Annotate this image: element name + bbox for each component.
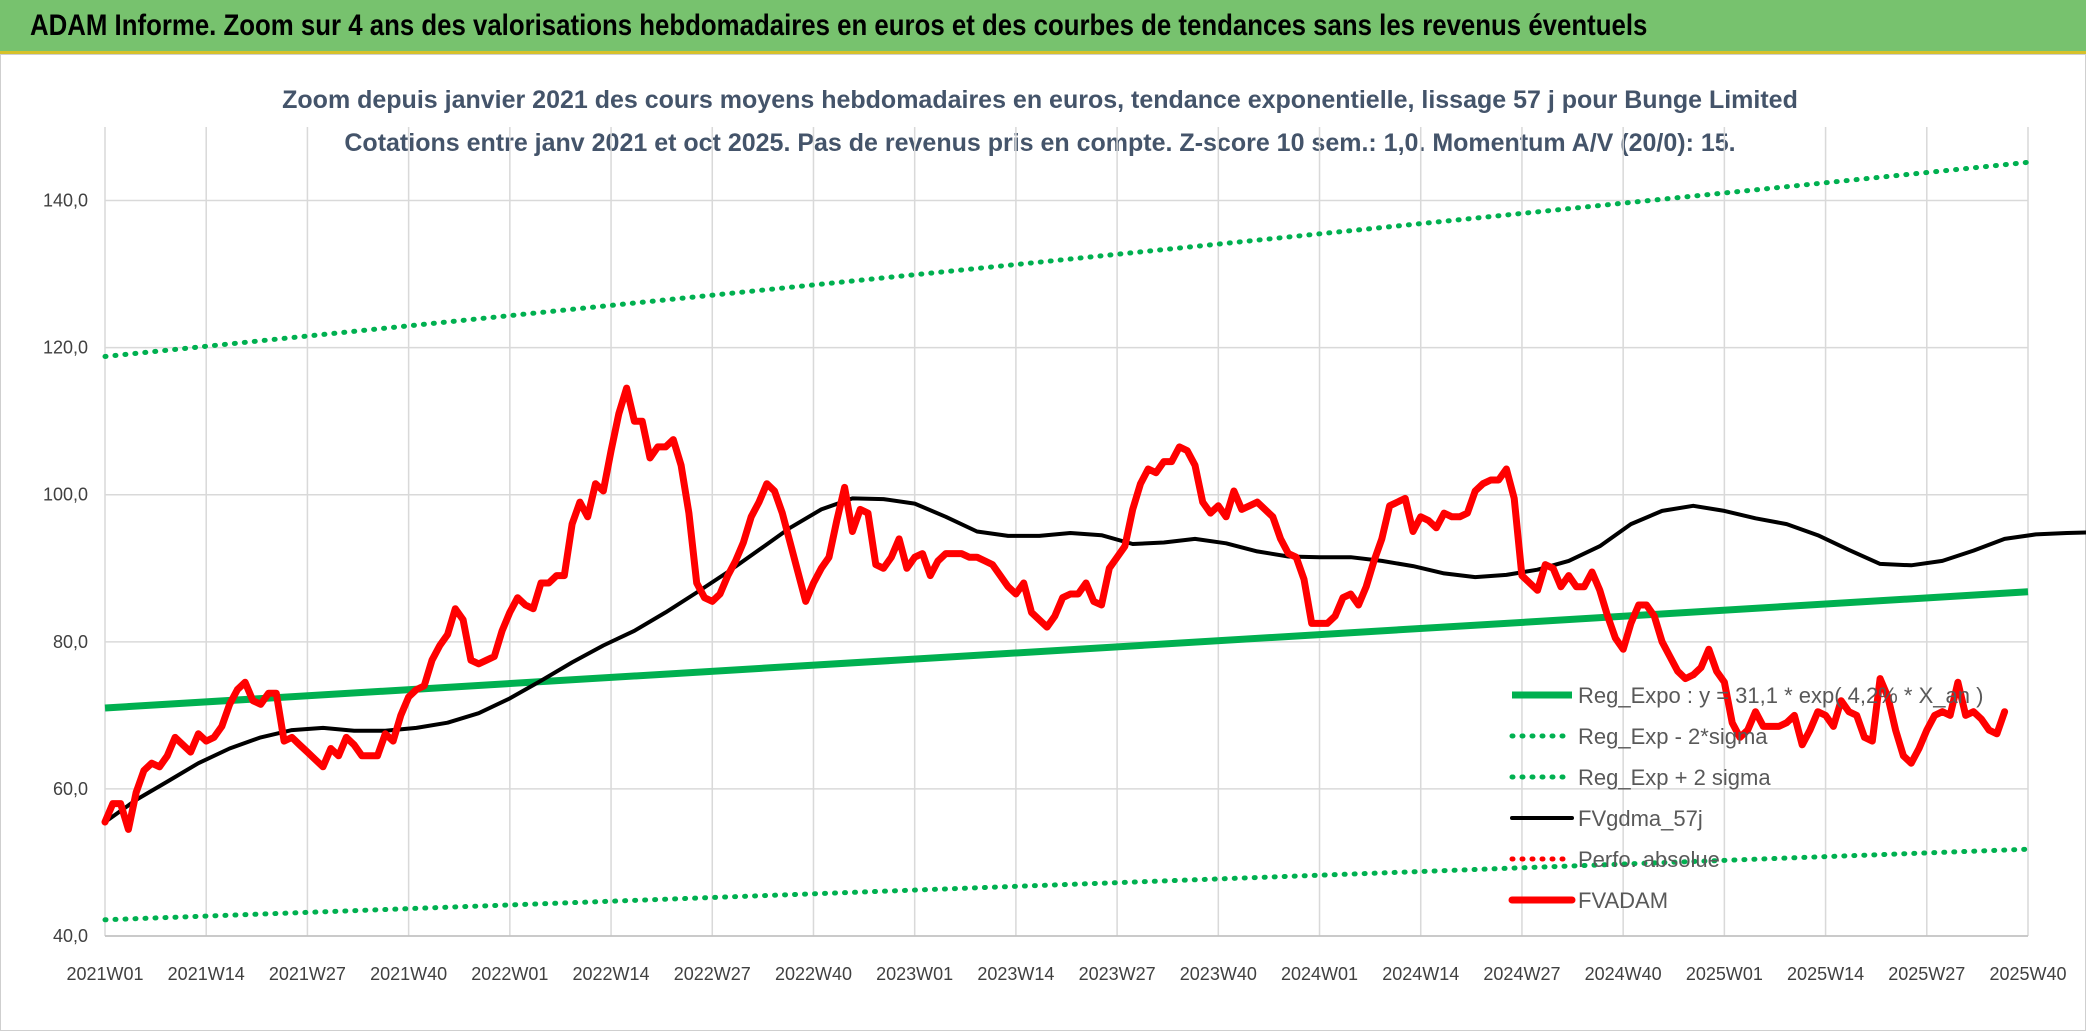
series-lines [101,159,2086,923]
y-tick-label: 140,0 [43,191,88,211]
y-tick-label: 80,0 [53,632,88,652]
gridlines [104,127,2029,937]
chart-title-line-2: Cotations entre janv 2021 et oct 2025. P… [344,129,1735,157]
x-tick-label: 2022W14 [573,964,650,984]
x-tick-label: 2023W14 [977,964,1054,984]
series-line-3 [103,496,2086,824]
x-tick-label: 2024W14 [1382,964,1459,984]
legend-label-2: Reg_Exp + 2 sigma [1578,765,1771,790]
x-tick-label: 2024W27 [1483,964,1560,984]
legend-label-5: FVADAM [1578,888,1668,913]
axis-labels: 40,0 60,0 80,0 100,0 120,0 140,0 2021W01 2021W1… [43,191,2067,984]
report-banner: ADAM Informe. Zoom sur 4 ans des valoris… [0,0,2086,54]
legend: Reg_Expo : y = 31,1 * exp( 4,2% * X_an )… [1508,683,1983,913]
x-tick-label: 2021W27 [269,964,346,984]
x-tick-label: 2024W01 [1281,964,1358,984]
legend-label-4: Perfo. absolue [1578,847,1720,872]
x-tick-label: 2025W40 [1989,964,2066,984]
x-tick-label: 2024W40 [1585,964,1662,984]
y-tick-label: 100,0 [43,485,88,505]
x-tick-label: 2023W40 [1180,964,1257,984]
x-tick-label: 2021W01 [66,964,143,984]
x-tick-label: 2021W40 [370,964,447,984]
legend-label-0: Reg_Expo : y = 31,1 * exp( 4,2% * X_an ) [1578,683,1983,708]
x-tick-label: 2022W40 [775,964,852,984]
legend-label-1: Reg_Exp - 2*sigma [1578,724,1768,749]
x-tick-label: 2023W01 [876,964,953,984]
x-tick-label: 2025W27 [1888,964,1965,984]
series-line-5 [101,384,2009,833]
report-title: ADAM Informe. Zoom sur 4 ans des valoris… [30,9,1648,42]
legend-label-3: FVgdma_57j [1578,806,1703,831]
series-line-1 [102,846,2031,923]
x-tick-label: 2021W14 [168,964,245,984]
y-tick-label: 60,0 [53,779,88,799]
series-line-2 [102,159,2031,359]
y-tick-label: 120,0 [43,338,88,358]
chart-title-line-1: Zoom depuis janvier 2021 des cours moyen… [282,86,1798,114]
x-tick-label: 2025W01 [1686,964,1763,984]
y-tick-label: 40,0 [53,926,88,946]
x-tick-label: 2022W01 [471,964,548,984]
x-tick-label: 2023W27 [1079,964,1156,984]
x-tick-label: 2022W27 [674,964,751,984]
x-tick-label: 2025W14 [1787,964,1864,984]
